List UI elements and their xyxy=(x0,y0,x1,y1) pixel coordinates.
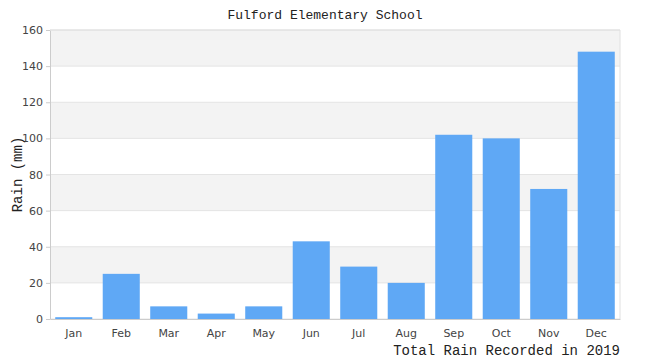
bar xyxy=(388,283,425,319)
y-tick-label: 0 xyxy=(36,313,43,326)
x-axis-line xyxy=(51,319,621,320)
grid-line xyxy=(50,138,620,139)
bar xyxy=(578,52,615,319)
x-tick-label: Dec xyxy=(586,327,607,340)
y-tick-mark xyxy=(46,319,50,320)
grid-lines xyxy=(50,30,620,319)
y-tick-mark xyxy=(46,66,50,67)
x-tick-label: Aug xyxy=(396,327,417,340)
y-axis-line xyxy=(50,31,51,320)
grid-band xyxy=(50,30,620,66)
bar xyxy=(150,306,187,319)
y-tick-mark xyxy=(46,211,50,212)
x-tick-label: Jun xyxy=(302,327,320,340)
y-tick-mark xyxy=(46,30,50,31)
x-tick: Jan xyxy=(64,327,82,340)
y-tick: 100 xyxy=(22,132,50,145)
x-tick: May xyxy=(252,327,275,340)
bar xyxy=(293,241,330,319)
bar xyxy=(483,138,520,319)
bar xyxy=(340,267,377,319)
x-tick: Oct xyxy=(492,327,512,340)
bar xyxy=(55,317,92,319)
x-tick-label: Oct xyxy=(492,327,512,340)
y-tick-label: 40 xyxy=(29,241,43,254)
y-tick-mark xyxy=(46,175,50,176)
x-tick-label: Nov xyxy=(538,327,560,340)
plot-frame xyxy=(50,30,620,319)
x-tick-label: Apr xyxy=(207,327,227,340)
x-tick: Sep xyxy=(443,327,464,340)
x-axis: Jan Feb Mar Apr May Jun Jul Aug Sep Oct Nov Dec xyxy=(51,320,621,340)
bar xyxy=(530,189,567,319)
chart-svg: 020406080100120140160JanFebMarAprMayJunJ… xyxy=(0,0,650,360)
y-tick: 20 xyxy=(29,277,50,290)
x-tick: Mar xyxy=(158,327,179,340)
y-tick: 160 xyxy=(22,24,50,37)
y-tick-label: 60 xyxy=(29,205,43,218)
y-tick: 60 xyxy=(29,205,50,218)
bar xyxy=(103,274,140,319)
y-tick-mark xyxy=(46,102,50,103)
y-axis-title: Rain (mm) xyxy=(10,137,26,213)
grid-line xyxy=(50,102,620,103)
bars xyxy=(55,52,615,319)
x-tick-label: May xyxy=(252,327,275,340)
x-tick-label: Sep xyxy=(443,327,464,340)
x-tick: Jul xyxy=(351,327,365,340)
y-tick: 80 xyxy=(29,169,50,182)
y-tick-label: 160 xyxy=(22,24,43,37)
bar xyxy=(435,135,472,319)
chart-container: 020406080100120140160JanFebMarAprMayJunJ… xyxy=(0,0,650,360)
grid-band xyxy=(50,102,620,138)
x-tick: Dec xyxy=(586,327,607,340)
chart-title: Fulford Elementary School xyxy=(227,8,422,23)
y-tick: 120 xyxy=(22,96,50,109)
x-tick: Apr xyxy=(207,327,227,340)
y-tick-label: 80 xyxy=(29,169,43,182)
y-tick: 40 xyxy=(29,241,50,254)
y-tick-label: 120 xyxy=(22,96,43,109)
x-tick: Aug xyxy=(396,327,417,340)
y-axis: 0 20 40 60 80 100 120 140 160 xyxy=(22,24,51,326)
y-tick-label: 20 xyxy=(29,277,43,290)
bar xyxy=(245,306,282,319)
y-tick-mark xyxy=(46,138,50,139)
y-tick: 140 xyxy=(22,60,50,73)
x-axis-title: Total Rain Recorded in 2019 xyxy=(393,343,620,359)
x-tick-label: Jul xyxy=(351,327,365,340)
y-tick-mark xyxy=(46,283,50,284)
x-tick-label: Jan xyxy=(64,327,82,340)
y-tick-mark xyxy=(46,247,50,248)
bar xyxy=(198,314,235,319)
x-tick-label: Mar xyxy=(158,327,179,340)
grid-line xyxy=(50,174,620,175)
plot-area: 020406080100120140160JanFebMarAprMayJunJ… xyxy=(22,24,621,340)
x-tick: Nov xyxy=(538,327,560,340)
y-tick: 0 xyxy=(36,313,50,326)
grid-line xyxy=(50,66,620,67)
y-tick-label: 140 xyxy=(22,60,43,73)
x-tick: Jun xyxy=(302,327,320,340)
x-tick: Feb xyxy=(112,327,131,340)
x-tick-label: Feb xyxy=(112,327,131,340)
